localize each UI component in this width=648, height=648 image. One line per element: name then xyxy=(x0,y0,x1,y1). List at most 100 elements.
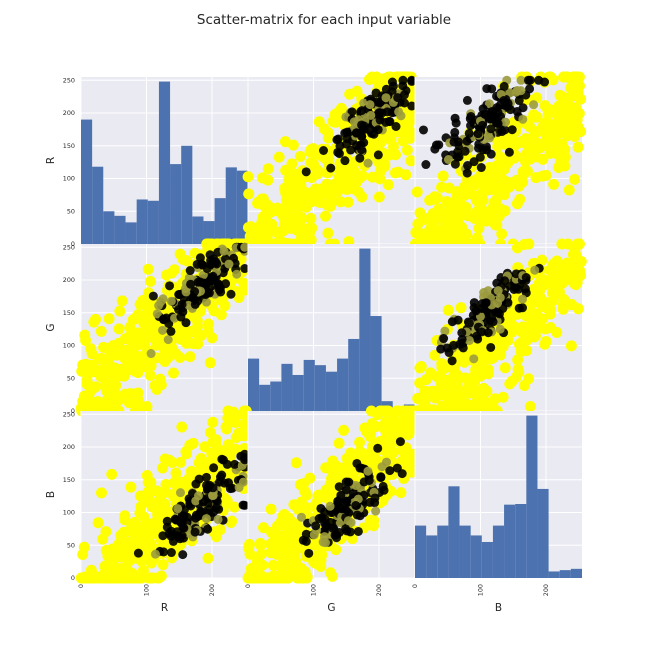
scatter-point xyxy=(113,323,125,335)
scatter-point xyxy=(449,137,459,147)
scatter-point xyxy=(371,88,381,98)
panel-grid xyxy=(75,71,587,584)
scatter-point xyxy=(478,382,490,394)
scatter-point xyxy=(219,246,229,256)
scatter-point xyxy=(88,316,100,328)
scatter-point xyxy=(560,262,572,274)
y-axis-label: R xyxy=(45,157,57,164)
scatter-point xyxy=(205,480,215,490)
scatter-point xyxy=(286,569,298,581)
scatter-point xyxy=(77,549,89,561)
scatter-point xyxy=(198,497,208,507)
scatter-point xyxy=(462,168,472,178)
scatter-point xyxy=(516,336,528,348)
y-tick-label: 100 xyxy=(63,175,75,183)
scatter-point xyxy=(239,284,251,296)
scatter-point xyxy=(459,189,471,201)
scatter-point xyxy=(540,77,550,87)
scatter-point xyxy=(208,305,220,317)
scatter-point xyxy=(469,298,479,308)
x-tick-label: 100 xyxy=(142,584,150,596)
scatter-point xyxy=(551,106,563,118)
scatter-point xyxy=(304,146,316,158)
scatter-point xyxy=(278,212,290,224)
scatter-point xyxy=(554,89,566,101)
scatter-point xyxy=(465,114,475,124)
scatter-point xyxy=(203,524,213,534)
scatter-point xyxy=(132,309,144,321)
scatter-point xyxy=(384,424,396,436)
scatter-point xyxy=(343,516,353,526)
scatter-point xyxy=(169,264,181,276)
scatter-point xyxy=(374,173,386,185)
scatter-point xyxy=(158,531,168,541)
scatter-point xyxy=(513,366,525,378)
scatter-point xyxy=(279,543,291,555)
scatter-point xyxy=(222,412,234,424)
scatter-point xyxy=(159,347,171,359)
scatter-point xyxy=(371,506,381,516)
scatter-point xyxy=(487,314,497,324)
scatter-point xyxy=(174,290,184,300)
scatter-point xyxy=(333,105,345,117)
x-axis-label: G xyxy=(327,602,335,614)
scatter-point xyxy=(351,500,361,510)
scatter-point xyxy=(299,198,311,210)
histogram-bar xyxy=(537,488,549,578)
histogram-bar xyxy=(236,170,248,244)
scatter-point xyxy=(334,482,344,492)
scatter-point xyxy=(228,501,240,513)
scatter-point xyxy=(103,352,115,364)
scatter-point xyxy=(497,391,509,403)
y-tick-label: 250 xyxy=(63,76,75,84)
scatter-point xyxy=(217,454,227,464)
scatter-point xyxy=(291,526,303,538)
scatter-point xyxy=(105,374,117,386)
scatter-point xyxy=(326,473,338,485)
histogram-bar xyxy=(292,374,304,411)
scatter-point xyxy=(356,140,366,150)
scatter-point xyxy=(499,362,511,374)
scatter-point xyxy=(76,365,88,377)
scatter-point xyxy=(498,154,510,166)
scatter-point xyxy=(301,571,313,583)
scatter-point xyxy=(407,76,417,86)
scatter-point xyxy=(287,139,299,151)
histogram-bar xyxy=(81,119,93,244)
scatter-point xyxy=(114,368,126,380)
histogram-bar xyxy=(559,570,571,578)
scatter-point xyxy=(524,305,536,316)
scatter-point xyxy=(190,299,200,309)
scatter-point xyxy=(301,536,311,546)
scatter-point xyxy=(207,416,219,428)
scatter-point xyxy=(436,181,448,193)
histogram-bar xyxy=(125,222,137,244)
scatter-point xyxy=(462,210,474,222)
scatter-point xyxy=(486,342,496,352)
histogram-bar xyxy=(192,216,204,244)
scatter-point xyxy=(544,264,556,276)
scatter-point xyxy=(201,472,211,482)
scatter-point xyxy=(132,327,144,339)
histogram-bar xyxy=(526,415,538,578)
histogram-bar xyxy=(448,486,460,578)
scatter-point xyxy=(138,539,150,551)
scatter-point xyxy=(471,232,483,244)
scatter-point xyxy=(401,144,413,156)
scatter-point xyxy=(226,289,236,299)
scatter-point xyxy=(238,405,250,417)
scatter-point xyxy=(570,105,582,117)
scatter-point xyxy=(461,228,473,240)
scatter-point xyxy=(243,188,255,200)
scatter-point xyxy=(357,106,367,116)
histogram-bar xyxy=(492,525,505,578)
scatter-point xyxy=(202,552,214,564)
scatter-point xyxy=(205,250,215,260)
scatter-point xyxy=(464,318,474,328)
x-axis-label: B xyxy=(495,602,502,614)
scatter-point xyxy=(205,504,215,514)
histogram-bar xyxy=(504,504,516,578)
scatter-point xyxy=(500,117,510,127)
scatter-point xyxy=(308,158,320,170)
scatter-point xyxy=(156,297,166,307)
